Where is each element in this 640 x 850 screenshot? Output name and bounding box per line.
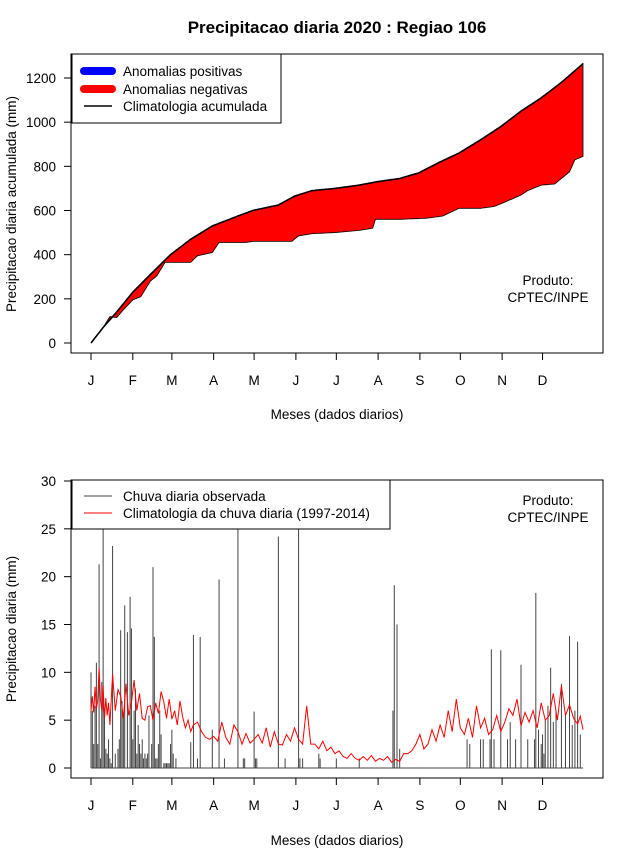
top-x-tick-label: D xyxy=(538,373,548,388)
top-y-tick-label: 600 xyxy=(33,204,56,219)
bottom-x-tick-label: D xyxy=(538,798,548,813)
bottom-credit-line1: Produto: xyxy=(522,493,573,508)
bottom-credit-line2: CPTEC/INPE xyxy=(507,510,588,525)
top-y-tick-label: 0 xyxy=(48,336,56,351)
top-x-tick-label: J xyxy=(333,373,340,388)
legend-label-climatology-daily: Climatologia da chuva diaria (1997-2014) xyxy=(123,506,370,521)
top-x-tick-label: A xyxy=(209,373,218,388)
bottom-y-axis-label: Precipitacao diaria (mm) xyxy=(4,556,19,702)
top-y-axis: 0 200 400 600 800 1000 1200 xyxy=(26,71,72,351)
bottom-legend-box xyxy=(71,479,391,530)
bottom-y-tick-label: 10 xyxy=(41,665,56,680)
bottom-y-tick-label: 5 xyxy=(48,713,56,728)
bottom-plot-area xyxy=(90,528,584,769)
top-credit-line1: Produto: xyxy=(522,273,573,288)
bottom-x-tick-label: J xyxy=(88,798,95,813)
bottom-y-tick-label: 15 xyxy=(41,618,56,633)
legend-label-positive: Anomalias positivas xyxy=(123,64,243,79)
top-y-axis-label: Precipitacao diaria acumulada (mm) xyxy=(4,96,19,312)
daily-climatology-line xyxy=(90,667,584,764)
climatology-line xyxy=(90,63,584,344)
top-x-tick-label: N xyxy=(497,373,507,388)
bottom-y-tick-label: 20 xyxy=(41,570,56,585)
top-y-tick-label: 200 xyxy=(33,292,56,307)
bottom-x-tick-label: F xyxy=(129,798,137,813)
bottom-x-tick-label: J xyxy=(293,798,300,813)
legend-label-negative: Anomalias negativas xyxy=(123,82,248,97)
bottom-x-tick-label: M xyxy=(166,798,177,813)
bottom-y-tick-label: 25 xyxy=(41,522,56,537)
top-x-axis-label: Meses (dados diarios) xyxy=(271,407,404,422)
top-y-tick-label: 800 xyxy=(33,159,56,174)
top-x-tick-label: J xyxy=(88,373,95,388)
top-y-tick-label: 1200 xyxy=(26,71,56,86)
bottom-x-tick-label: O xyxy=(455,798,466,813)
bottom-chart: 0 5 10 15 20 25 30 J F M A M J J A S O N D Meses (dados d… xyxy=(4,474,604,848)
top-x-tick-label: S xyxy=(415,373,424,388)
bottom-x-tick-label: J xyxy=(333,798,340,813)
bottom-x-tick-label: A xyxy=(374,798,383,813)
bottom-legend: Chuva diaria observada Climatologia da c… xyxy=(71,479,391,530)
top-legend: Anomalias positivas Anomalias negativas … xyxy=(71,53,282,124)
bottom-x-tick-label: N xyxy=(497,798,507,813)
top-x-tick-label: J xyxy=(293,373,300,388)
top-y-tick-label: 400 xyxy=(33,248,56,263)
top-y-tick-label: 1000 xyxy=(26,115,56,130)
top-credit-line2: CPTEC/INPE xyxy=(507,290,588,305)
legend-label-observed: Chuva diaria observada xyxy=(123,489,266,504)
chart-title: Precipitacao diaria 2020 : Regiao 106 xyxy=(188,18,487,37)
bottom-y-tick-label: 30 xyxy=(41,474,56,489)
bottom-y-tick-label: 0 xyxy=(48,761,56,776)
top-plot-area xyxy=(90,62,584,344)
bottom-x-tick-label: M xyxy=(248,798,259,813)
top-x-tick-label: F xyxy=(129,373,137,388)
bottom-x-tick-label: S xyxy=(415,798,424,813)
top-x-tick-label: M xyxy=(248,373,259,388)
top-x-tick-label: O xyxy=(455,373,466,388)
legend-label-climatology: Climatologia acumulada xyxy=(123,99,268,114)
bottom-x-axis-label: Meses (dados diarios) xyxy=(271,833,404,848)
top-x-tick-label: A xyxy=(374,373,383,388)
top-chart: 0 200 400 600 800 1000 1200 J F M A M J J A S O N D Meses… xyxy=(4,53,604,422)
top-x-tick-label: M xyxy=(166,373,177,388)
bottom-y-axis: 0 5 10 15 20 25 30 xyxy=(41,474,72,776)
bottom-x-tick-label: A xyxy=(209,798,218,813)
